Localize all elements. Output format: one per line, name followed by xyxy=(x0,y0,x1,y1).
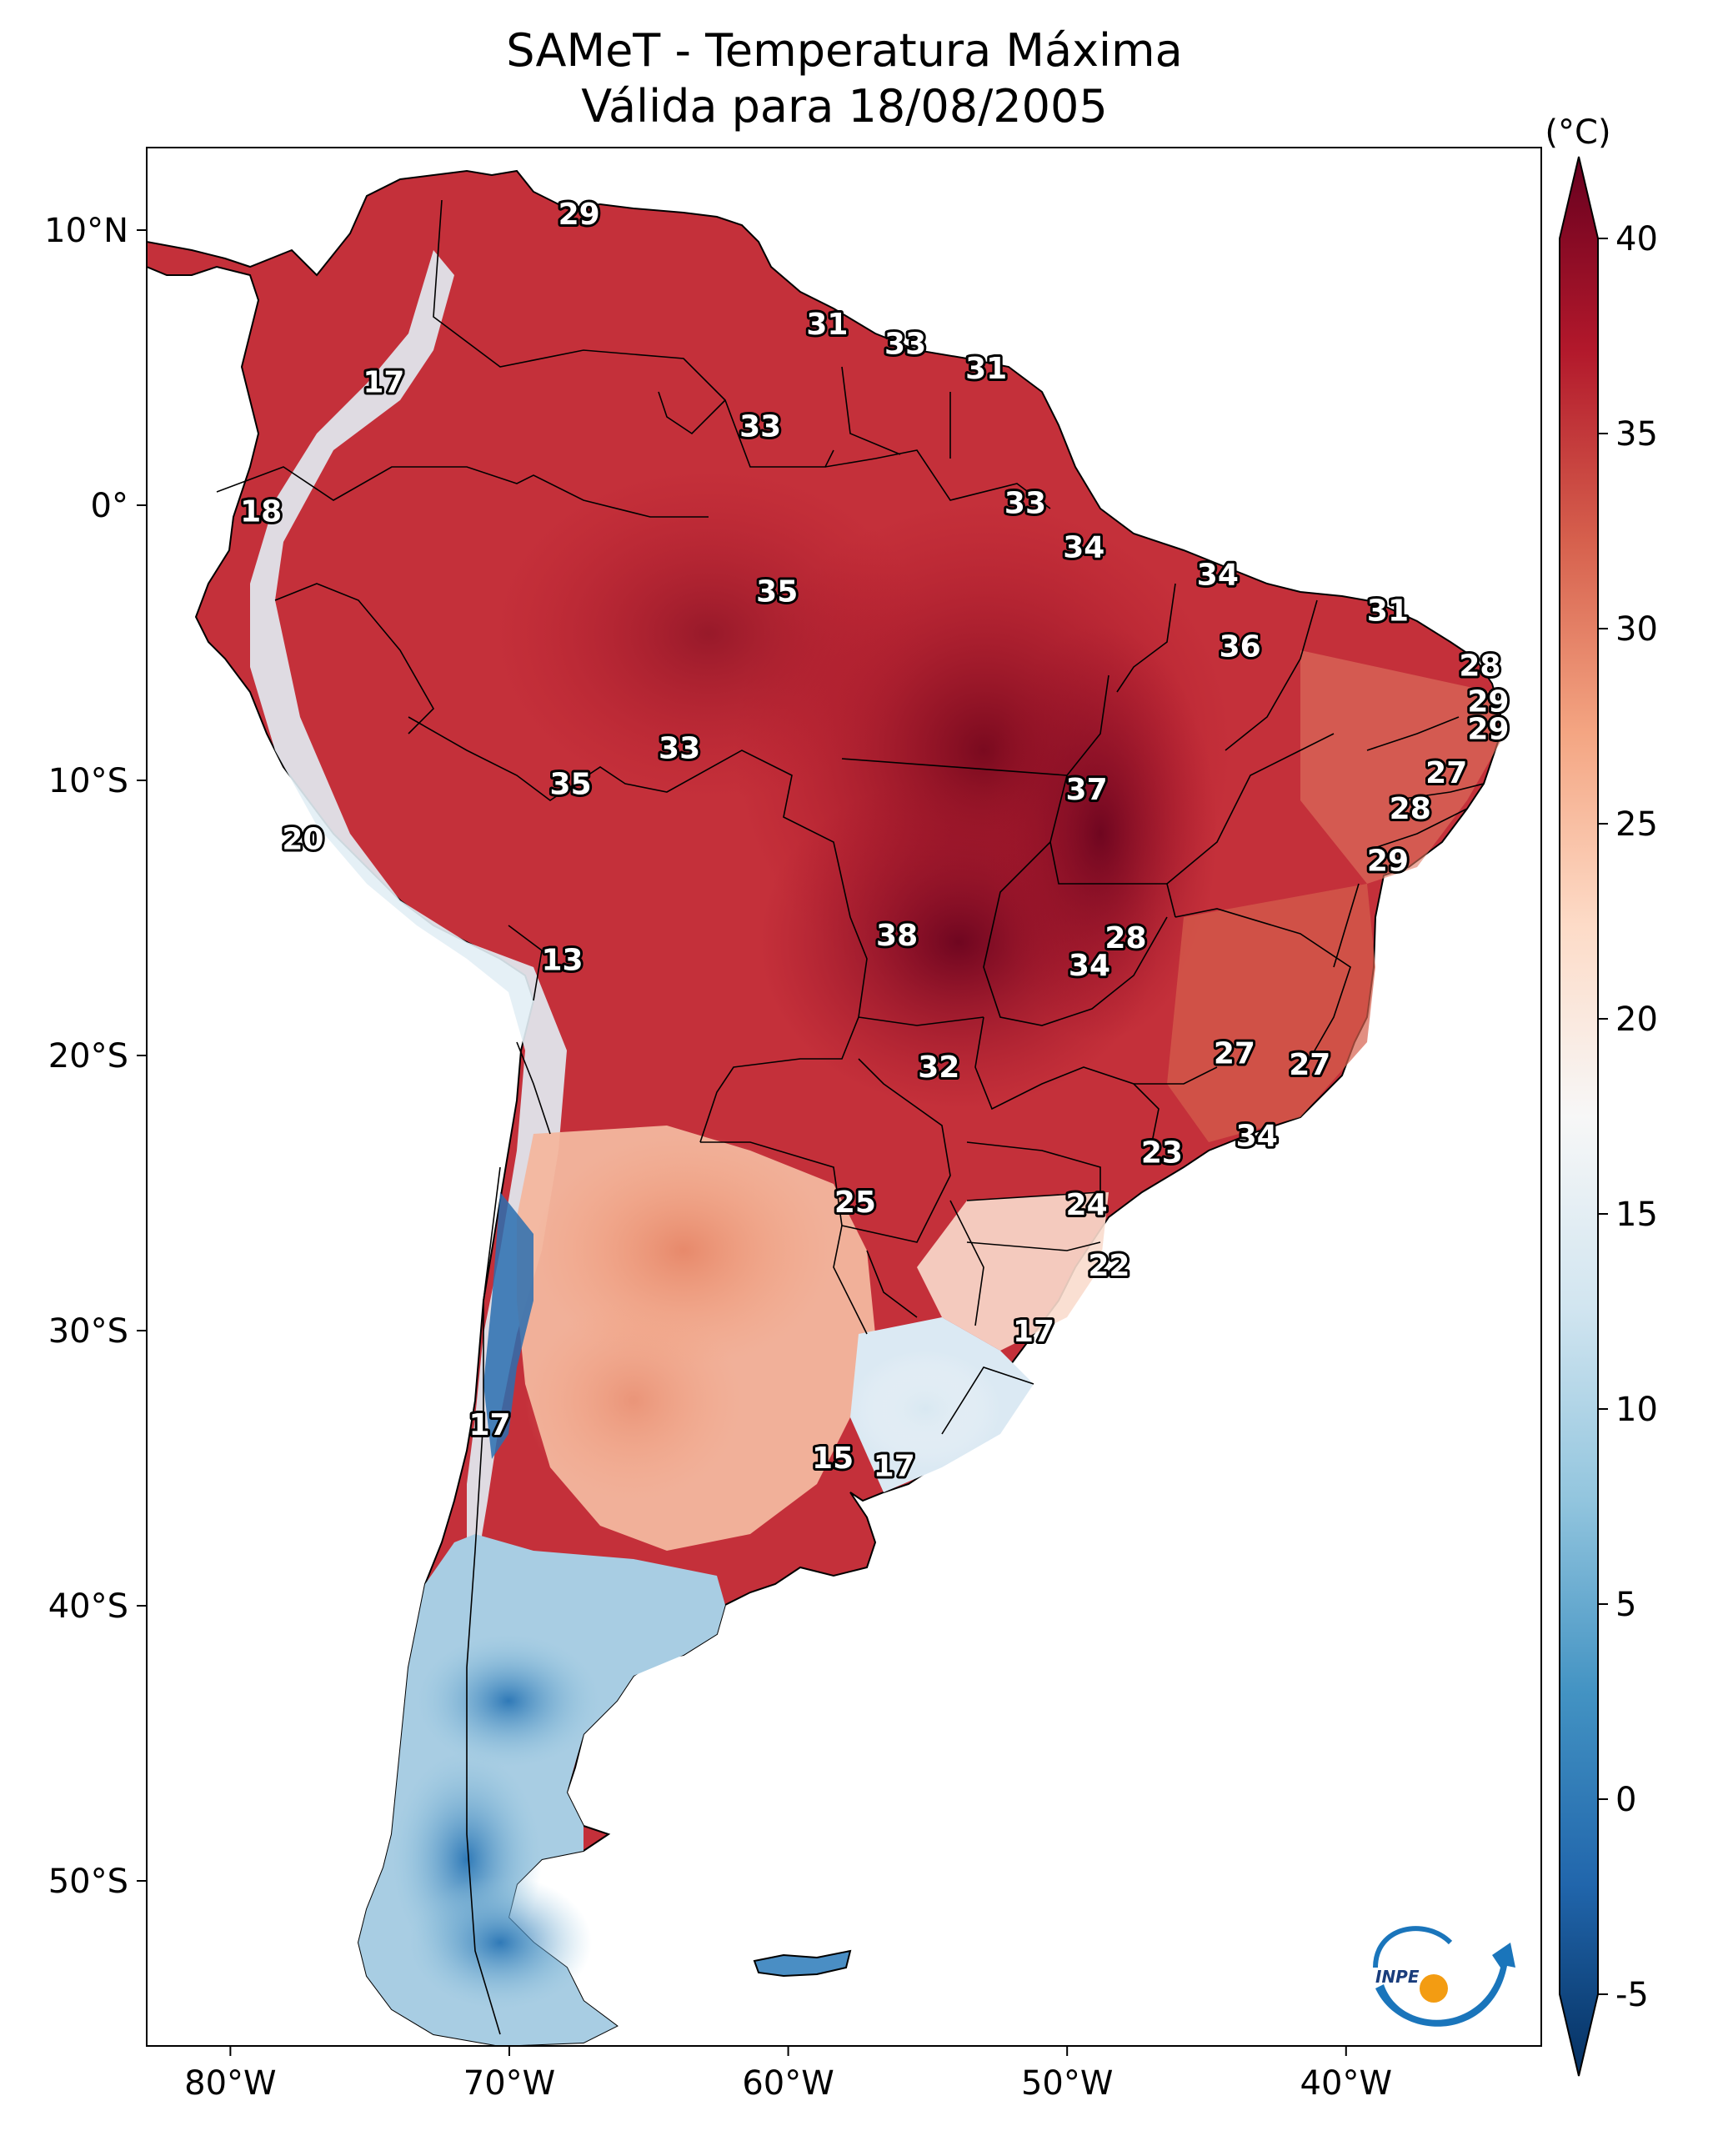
station-value-label: 27 xyxy=(1425,756,1467,790)
inpe-logo: INPE xyxy=(1373,1926,1515,2027)
station-value-label: 34 xyxy=(1236,1120,1278,1154)
station-value-label: 13 xyxy=(541,944,583,978)
colorbar-tick-label: 5 xyxy=(1615,1586,1636,1624)
station-value-label: 33 xyxy=(1004,487,1046,521)
station-value-label: 28 xyxy=(1104,921,1146,955)
station-value-label: 18 xyxy=(240,495,282,529)
colorbar-tick-label: 15 xyxy=(1615,1196,1658,1234)
station-value-label: 35 xyxy=(756,574,798,609)
axis-ticks: 80°W 70°W 60°W 50°W 40°W 10°N 0° 10°S 20°S 30°S 40… xyxy=(44,212,1392,2103)
map-title-line-2: Válida para 18/08/2005 xyxy=(581,80,1107,133)
colorbar-tick-label: 25 xyxy=(1615,805,1658,844)
x-tick-label: 80°W xyxy=(184,2064,276,2103)
station-value-label: 27 xyxy=(1214,1037,1255,1071)
x-tick-label: 70°W xyxy=(463,2064,555,2103)
inpe-logo-swoosh-icon xyxy=(1373,1926,1453,1968)
station-value-label: 28 xyxy=(1390,792,1431,826)
station-value-label: 34 xyxy=(1197,559,1239,593)
station-value-label: 29 xyxy=(1367,845,1409,879)
colorbar-bar xyxy=(1559,156,1599,2077)
colorbar-tick-label: 35 xyxy=(1615,415,1658,454)
y-tick-label: 10°S xyxy=(48,762,128,800)
station-value-label: 25 xyxy=(834,1186,876,1220)
station-value-label: 29 xyxy=(1467,684,1509,719)
colorbar-tick-label: 0 xyxy=(1615,1781,1636,1819)
station-value-label: 27 xyxy=(1289,1048,1330,1082)
y-tick-label: 30°S xyxy=(48,1312,128,1351)
y-tick-label: 40°S xyxy=(48,1587,128,1626)
x-tick-label: 50°W xyxy=(1021,2064,1113,2103)
colorbar-unit-label: (°C) xyxy=(1545,113,1610,152)
colorbar-tick-label: 20 xyxy=(1615,1000,1658,1039)
station-value-label: 17 xyxy=(1013,1315,1054,1349)
colorbar-tick-label: -5 xyxy=(1615,1976,1649,2014)
country-borders xyxy=(216,199,1485,2035)
station-value-label: 22 xyxy=(1088,1249,1129,1283)
inpe-logo-arc-icon xyxy=(1375,1943,1515,2027)
station-value-label: 34 xyxy=(1069,949,1110,983)
station-value-label: 31 xyxy=(965,352,1007,386)
x-tick-label: 60°W xyxy=(742,2064,834,2103)
station-value-label: 34 xyxy=(1063,531,1104,565)
station-value-label: 17 xyxy=(363,366,404,400)
y-tick-label: 50°S xyxy=(48,1863,128,1901)
station-value-label: 28 xyxy=(1459,649,1500,683)
inpe-logo-text: INPE xyxy=(1375,1967,1420,1987)
station-value-label: 17 xyxy=(469,1408,511,1442)
station-value-label: 17 xyxy=(874,1450,915,1484)
colorbar-tick-label: 30 xyxy=(1615,610,1658,649)
station-value-label: 38 xyxy=(876,919,918,953)
station-value-label: 37 xyxy=(1066,773,1108,807)
colorbar-tick-label: 40 xyxy=(1615,220,1658,258)
map-title-line-1: SAMeT - Temperatura Máxima xyxy=(506,24,1182,77)
station-value-label: 29 xyxy=(558,198,600,232)
station-value-label: 36 xyxy=(1220,629,1261,664)
station-value-label: 20 xyxy=(282,822,323,856)
station-value-label: 32 xyxy=(918,1050,959,1085)
colorbar: (°C) 40 35 30 25 20 15 10 5 0 -5 xyxy=(1545,113,1658,2077)
station-value-label: 31 xyxy=(806,308,848,342)
x-tick-label: 40°W xyxy=(1300,2064,1392,2103)
station-value-label: 15 xyxy=(812,1442,854,1476)
station-value-label: 33 xyxy=(739,409,781,444)
station-value-label: 33 xyxy=(884,327,926,361)
station-value-label: 23 xyxy=(1141,1136,1183,1171)
station-value-label: 33 xyxy=(659,731,700,765)
station-value-label: 29 xyxy=(1467,712,1509,746)
falkland-islands xyxy=(753,1949,852,1978)
station-value-label: 24 xyxy=(1066,1188,1108,1222)
y-tick-label: 0° xyxy=(91,487,128,525)
inpe-logo-dot-icon xyxy=(1420,1974,1448,2003)
station-value-label: 35 xyxy=(550,767,592,801)
colorbar-tick-label: 10 xyxy=(1615,1391,1658,1429)
colorbar-ticks: 40 35 30 25 20 15 10 5 0 -5 xyxy=(1598,220,1658,2014)
y-tick-label: 20°S xyxy=(48,1037,128,1075)
y-tick-label: 10°N xyxy=(44,212,128,250)
map-frame xyxy=(146,147,1542,2047)
station-value-label: 31 xyxy=(1367,594,1409,628)
